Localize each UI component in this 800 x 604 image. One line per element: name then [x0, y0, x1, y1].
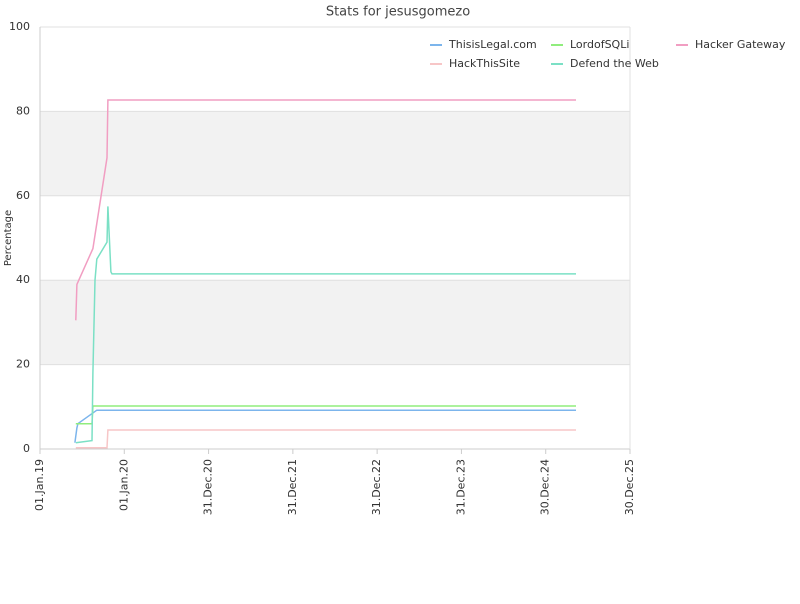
x-tick-label: 01.Jan.19	[33, 459, 46, 511]
y-tick-label: 80	[16, 104, 30, 117]
legend-label: Hacker Gateway	[695, 38, 786, 51]
x-tick-label: 31.Dec.21	[286, 459, 299, 515]
y-tick-label: 20	[16, 358, 30, 371]
x-tick-label: 30.Dec.25	[623, 459, 636, 515]
y-tick-label: 100	[9, 20, 30, 33]
y-tick-label: 0	[23, 442, 30, 455]
y-tick-label: 40	[16, 273, 30, 286]
line	[75, 99, 576, 321]
line	[75, 429, 576, 449]
line	[75, 405, 576, 425]
line	[74, 409, 576, 443]
band	[40, 111, 630, 196]
band	[40, 280, 630, 365]
line	[75, 206, 576, 444]
x-tick-label: 30.Dec.24	[539, 459, 552, 515]
legend-label: Defend the Web	[570, 57, 659, 70]
legend-label: LordofSQLi	[570, 38, 629, 51]
y-axis-label: Percentage	[3, 210, 14, 266]
x-tick-label: 31.Dec.20	[202, 459, 215, 515]
x-tick-label: 31.Dec.22	[370, 459, 383, 515]
chart-title: Stats for jesusgomezo	[326, 5, 470, 20]
x-tick-label: 31.Dec.23	[454, 459, 467, 515]
x-tick-label: 01.Jan.20	[117, 459, 130, 511]
legend-label: ThisisLegal.com	[448, 38, 537, 51]
legend-label: HackThisSite	[449, 57, 520, 70]
y-tick-label: 60	[16, 189, 30, 202]
